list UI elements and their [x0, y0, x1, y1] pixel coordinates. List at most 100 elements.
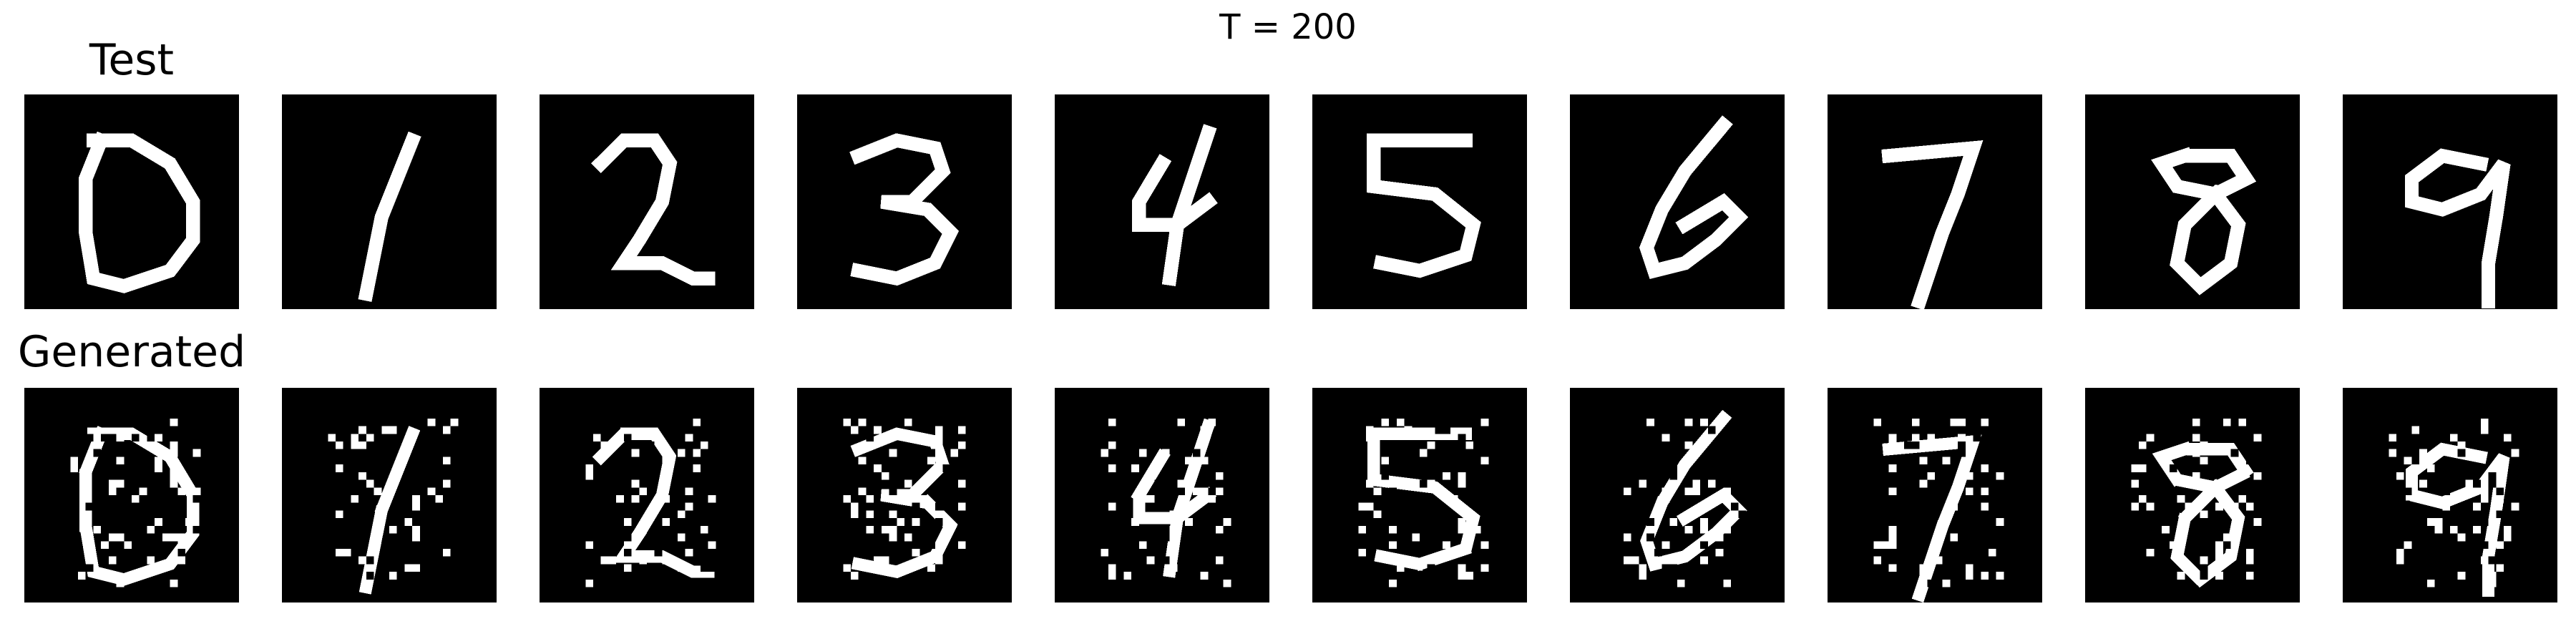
digit-stroke	[358, 131, 421, 302]
noise-pixel	[1942, 457, 1951, 465]
noise-pixel	[1138, 449, 1147, 457]
noise-pixel	[1958, 434, 1966, 441]
noise-pixel	[2215, 502, 2223, 511]
noise-pixel	[2238, 426, 2246, 434]
noise-pixel	[1692, 487, 1701, 495]
noise-pixel	[904, 449, 912, 457]
noise-pixel	[1662, 564, 1670, 572]
noise-pixel	[935, 518, 943, 526]
noise-pixel	[1480, 457, 1489, 465]
noise-pixel	[1216, 556, 1224, 565]
noise-pixel	[443, 426, 451, 434]
noise-pixel	[1950, 418, 1958, 426]
noise-pixel	[942, 464, 951, 472]
noise-pixel	[2419, 479, 2427, 488]
noise-pixel	[2215, 556, 2223, 565]
noise-pixel	[1458, 518, 1466, 526]
noise-pixel	[1216, 487, 1224, 495]
noise-pixel	[935, 502, 943, 511]
noise-pixel	[1904, 464, 1912, 472]
noise-pixel	[116, 457, 125, 465]
noise-pixel	[1738, 441, 1747, 449]
noise-pixel	[2223, 533, 2231, 542]
noise-pixel	[2139, 441, 2147, 449]
noise-pixel	[851, 510, 859, 519]
noise-pixel	[1873, 441, 1881, 449]
noise-pixel	[1131, 472, 1139, 480]
noise-pixel	[2480, 541, 2489, 549]
noise-pixel	[1458, 472, 1466, 480]
noise-pixel	[177, 487, 185, 495]
noise-pixel	[708, 541, 716, 549]
noise-pixel	[639, 556, 647, 565]
noise-pixel	[1169, 510, 1178, 519]
noise-pixel	[1896, 487, 1905, 495]
noise-pixel	[2192, 434, 2200, 441]
noise-pixel	[2215, 525, 2223, 534]
noise-pixel	[2396, 457, 2404, 465]
noise-pixel	[1216, 549, 1224, 557]
noise-pixel	[1989, 549, 1996, 557]
noise-pixel	[616, 495, 624, 503]
noise-pixel	[904, 418, 912, 426]
noise-pixel	[874, 510, 882, 519]
noise-pixel	[389, 426, 397, 434]
noise-pixel	[843, 564, 851, 572]
noise-pixel	[927, 564, 935, 572]
noise-pixel	[897, 518, 904, 526]
noise-pixel	[950, 434, 958, 441]
noise-pixel	[1427, 441, 1435, 449]
noise-pixel	[116, 579, 125, 587]
noise-pixel	[2223, 579, 2231, 587]
noise-pixel	[132, 502, 140, 511]
noise-pixel	[2192, 449, 2200, 457]
noise-pixel	[1358, 502, 1366, 511]
noise-pixel	[108, 479, 117, 488]
noise-pixel	[1396, 418, 1405, 426]
noise-pixel	[866, 510, 874, 519]
noise-pixel	[177, 510, 185, 519]
noise-pixel	[1192, 449, 1201, 457]
noise-pixel	[1639, 479, 1647, 488]
noise-pixel	[1480, 541, 1489, 549]
noise-pixel	[170, 464, 178, 472]
noise-pixel	[1888, 487, 1897, 495]
noise-pixel	[1366, 502, 1374, 511]
noise-pixel	[412, 495, 420, 503]
noise-pixel	[1366, 434, 1374, 441]
noise-pixel	[851, 549, 859, 557]
generated-digit-5-image	[1312, 388, 1527, 602]
digit-9-glyph	[2343, 388, 2557, 602]
noise-pixel	[693, 418, 701, 426]
noise-pixel	[1684, 487, 1693, 495]
digit-stroke	[2405, 442, 2510, 601]
noise-pixel	[1146, 525, 1155, 534]
noise-pixel	[889, 525, 897, 534]
noise-pixel	[1358, 541, 1366, 549]
noise-pixel	[935, 434, 943, 441]
noise-pixel	[389, 525, 397, 534]
noise-pixel	[1888, 541, 1897, 549]
noise-pixel	[858, 457, 867, 465]
noise-pixel	[70, 472, 78, 480]
noise-pixel	[1123, 572, 1132, 580]
noise-pixel	[858, 487, 867, 495]
noise-pixel	[647, 579, 655, 587]
noise-pixel	[600, 556, 609, 565]
noise-pixel	[1435, 464, 1443, 472]
noise-pixel	[2192, 541, 2200, 549]
noise-pixel	[192, 487, 201, 495]
noise-pixel	[889, 464, 897, 472]
noise-pixel	[2496, 564, 2504, 572]
noise-pixel	[2488, 479, 2497, 488]
noise-pixel	[336, 441, 343, 449]
noise-pixel	[585, 579, 593, 587]
noise-pixel	[366, 572, 374, 580]
noise-pixel	[935, 556, 943, 565]
noise-pixel	[608, 479, 617, 488]
noise-pixel	[1427, 564, 1435, 572]
noise-pixel	[958, 502, 966, 511]
noise-pixel	[1996, 572, 2004, 580]
noise-pixel	[1427, 556, 1435, 565]
noise-pixel	[1208, 525, 1216, 534]
